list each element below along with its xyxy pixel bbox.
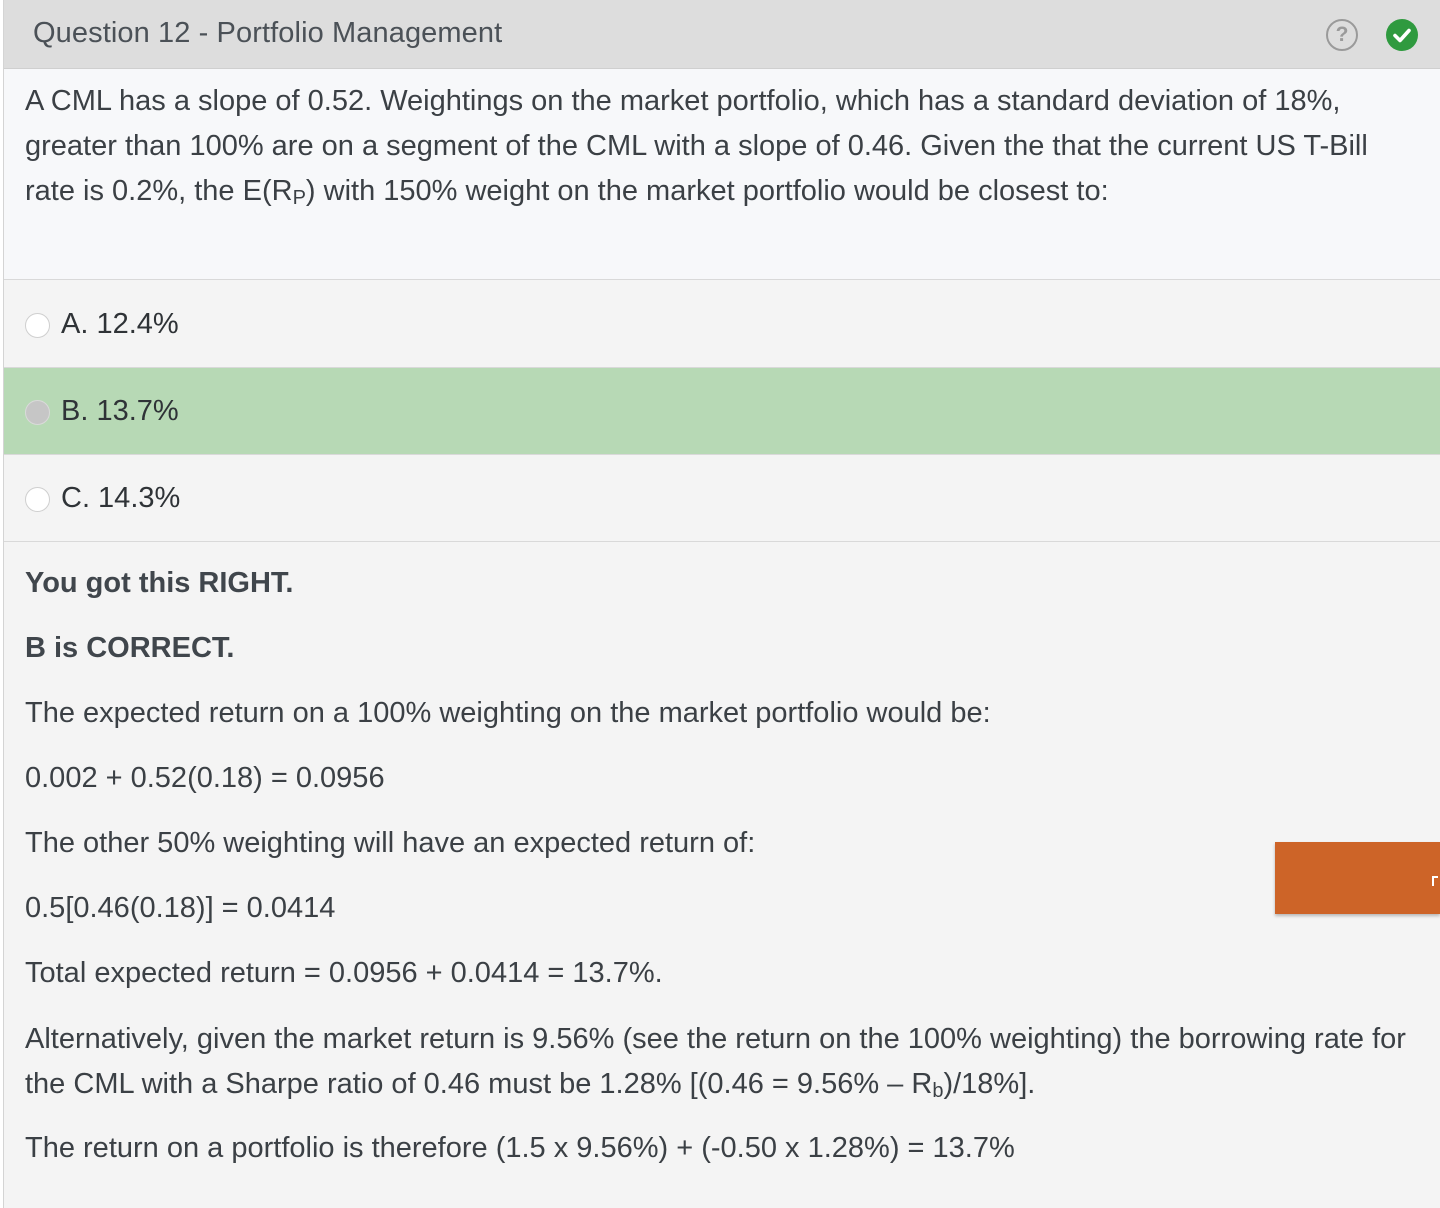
question-header: Question 12 - Portfolio Management ? bbox=[4, 0, 1440, 69]
answer-label-a: A. 12.4% bbox=[61, 308, 179, 340]
explanation-line-1: The expected return on a 100% weighting … bbox=[25, 697, 991, 729]
explanation-line-5: Total expected return = 0.0956 + 0.0414 … bbox=[25, 957, 663, 989]
check-circle-icon bbox=[1386, 19, 1418, 51]
answer-option-c[interactable]: C. 14.3% bbox=[4, 455, 1440, 542]
question-subscript: P bbox=[292, 187, 306, 209]
explanation-line-3: The other 50% weighting will have an exp… bbox=[25, 827, 756, 859]
question-title: Question 12 - Portfolio Management bbox=[33, 17, 503, 49]
explanation-line-2: 0.002 + 0.52(0.18) = 0.0956 bbox=[25, 762, 385, 794]
answer-option-a[interactable]: A. 12.4% bbox=[4, 281, 1440, 368]
answer-label-b: B. 13.7% bbox=[61, 395, 179, 427]
answer-option-b[interactable]: B. 13.7% bbox=[4, 368, 1440, 455]
tab-edge-icon bbox=[1432, 876, 1438, 886]
radio-button-b[interactable] bbox=[25, 400, 50, 425]
correct-answer-text: B is CORRECT. bbox=[25, 632, 235, 664]
question-text-part2: ) with 150% weight on the market portfol… bbox=[305, 175, 1109, 207]
explanation-line-6-part2: )/18%]. bbox=[943, 1068, 1036, 1100]
explanation-line-6: Alternatively, given the market return i… bbox=[25, 1017, 1425, 1114]
explanation-line-4: 0.5[0.46(0.18)] = 0.0414 bbox=[25, 892, 336, 924]
answer-explanation: You got this RIGHT. B is CORRECT. The ex… bbox=[4, 542, 1440, 1208]
explanation-line-7: The return on a portfolio is therefore (… bbox=[25, 1132, 1015, 1164]
radio-button-c[interactable] bbox=[25, 487, 50, 512]
result-text: You got this RIGHT. bbox=[25, 567, 294, 599]
radio-button-a[interactable] bbox=[25, 313, 50, 338]
side-tab-button[interactable] bbox=[1275, 842, 1440, 914]
question-text-part1: A CML has a slope of 0.52. Weightings on… bbox=[25, 85, 1368, 207]
explanation-line-6-subscript: b bbox=[932, 1080, 944, 1102]
question-circle-icon[interactable]: ? bbox=[1326, 19, 1358, 51]
question-stem: A CML has a slope of 0.52. Weightings on… bbox=[4, 69, 1440, 280]
answer-label-c: C. 14.3% bbox=[61, 482, 181, 514]
question-panel: Question 12 - Portfolio Management ? A C… bbox=[3, 0, 1440, 1208]
explanation-line-6-part1: Alternatively, given the market return i… bbox=[25, 1023, 1406, 1100]
question-text: A CML has a slope of 0.52. Weightings on… bbox=[25, 79, 1425, 221]
